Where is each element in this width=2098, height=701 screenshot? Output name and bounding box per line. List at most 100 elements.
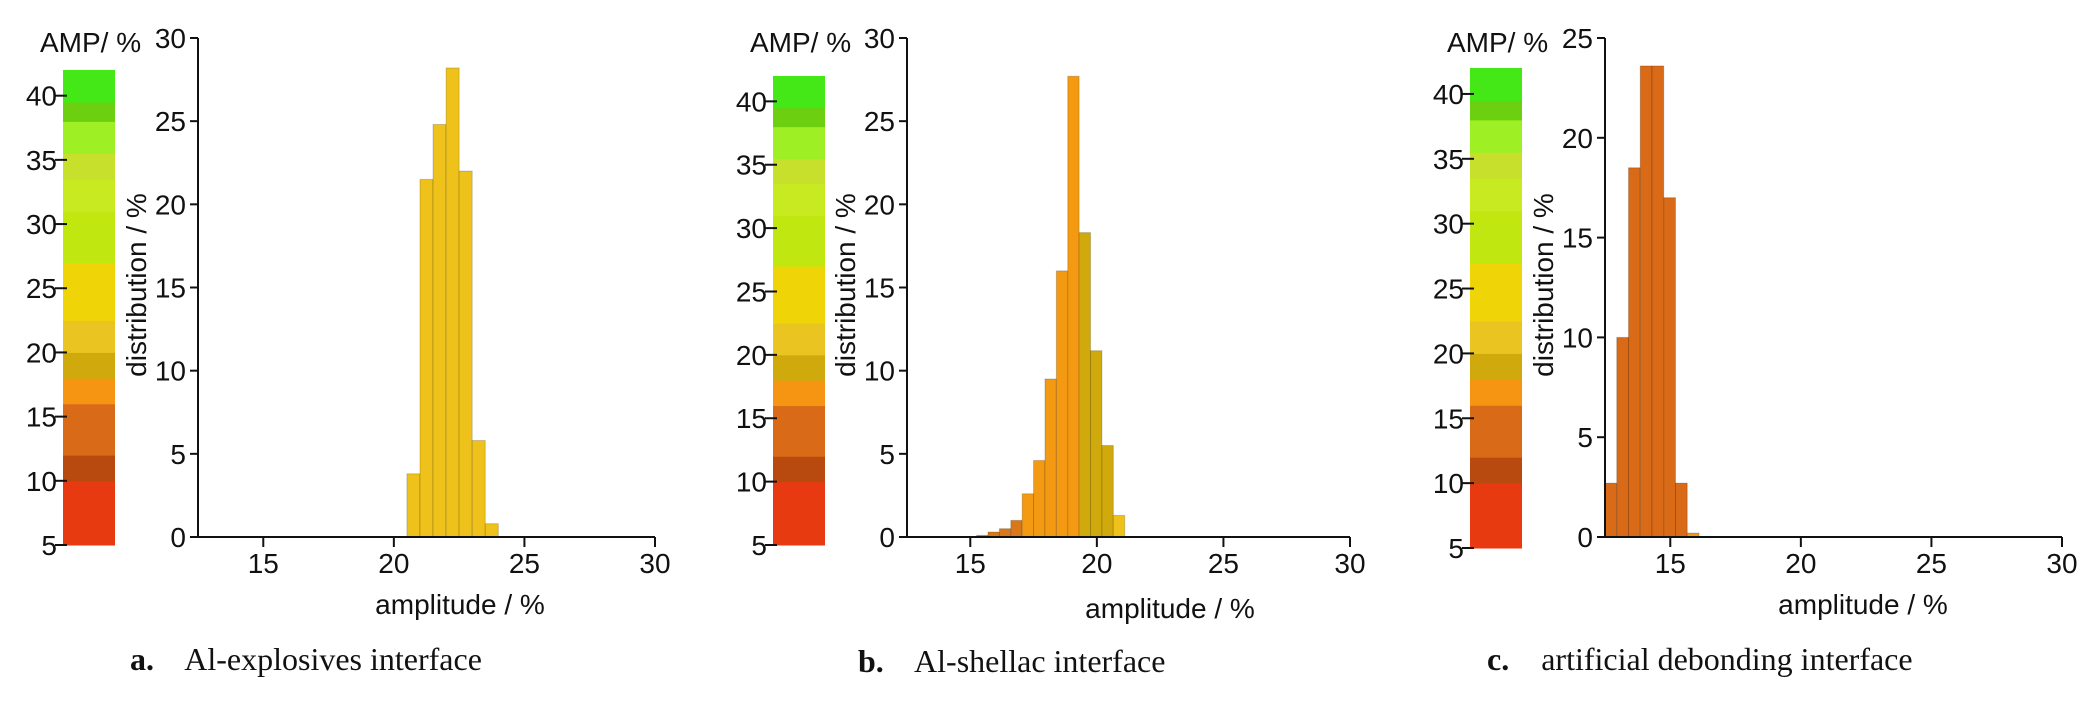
histogram-bar xyxy=(1604,482,1618,538)
colorbar-title: AMP/ % xyxy=(1447,27,1548,58)
y-tick-label: 20 xyxy=(1562,123,1593,154)
colorbar-band xyxy=(63,480,115,546)
colorbar-tick-label: 25 xyxy=(736,276,767,307)
colorbar-ticks: 40 35 30 25 20 15 10 5 xyxy=(1433,79,1474,564)
colorbar-band xyxy=(63,153,115,180)
x-axis-label: amplitude / % xyxy=(1778,589,1948,620)
y-tick-label: 15 xyxy=(864,273,895,304)
x-tick-label: 20 xyxy=(1081,548,1112,579)
colorbar-tick-label: 35 xyxy=(1433,144,1464,175)
x-tick-label: 20 xyxy=(378,548,409,579)
histogram-bar xyxy=(1101,445,1114,538)
histogram-bars xyxy=(1604,65,1700,538)
histogram-bar xyxy=(1055,270,1069,538)
x-tick-label: 15 xyxy=(248,548,279,579)
histogram-bar xyxy=(1663,197,1677,538)
y-tick-label: 5 xyxy=(1577,422,1593,453)
y-tick-label: 30 xyxy=(864,23,895,54)
caption-text: Al-shellac interface xyxy=(914,643,1165,679)
colorbar-tick-label: 5 xyxy=(41,530,57,561)
colorbar-tick-label: 30 xyxy=(736,213,767,244)
colorbar-band xyxy=(63,211,115,264)
colorbar-band xyxy=(1470,210,1522,264)
y-axis-label: distribution / % xyxy=(121,193,152,377)
y-tick-label: 0 xyxy=(170,522,186,553)
histogram-bar xyxy=(484,523,499,538)
y-tick-label: 20 xyxy=(864,189,895,220)
x-tick-label: 30 xyxy=(2046,548,2077,579)
x-axis-label: amplitude / % xyxy=(1085,593,1255,624)
colorbar-tick-label: 30 xyxy=(26,209,57,240)
x-tick-label: 15 xyxy=(955,548,986,579)
panel-a: AMP/ % 40 35 30 25 20 15 10 5 0 5 10 15 20 25 30 15 20… xyxy=(26,23,671,677)
colorbar-band xyxy=(773,183,825,216)
histogram-bar xyxy=(1651,65,1665,538)
colorbar-tick-label: 10 xyxy=(1433,468,1464,499)
colorbar-band xyxy=(773,354,825,381)
colorbar-band xyxy=(1470,457,1522,484)
colorbar-tick-label: 40 xyxy=(736,86,767,117)
y-tick-label: 25 xyxy=(864,106,895,137)
colorbar-band xyxy=(1470,68,1522,101)
x-tick-labels: 15 20 25 30 xyxy=(248,537,671,579)
histogram-bar xyxy=(1044,378,1057,538)
x-tick-labels: 15 20 25 30 xyxy=(1655,537,2078,579)
colorbar-tick-label: 30 xyxy=(1433,209,1464,240)
y-tick-labels: 0 5 10 15 20 25 30 xyxy=(155,23,198,553)
colorbar-band xyxy=(773,380,825,407)
caption-text: artificial debonding interface xyxy=(1541,641,1912,677)
histogram-bar xyxy=(1616,336,1630,538)
colorbar-band xyxy=(63,378,115,405)
y-tick-label: 5 xyxy=(879,439,895,470)
x-axis-label: amplitude / % xyxy=(375,589,545,620)
histogram-bar xyxy=(1078,232,1092,538)
histogram-bar xyxy=(406,473,421,538)
colorbar-band xyxy=(773,405,825,457)
colorbar-ticks: 40 35 30 25 20 15 10 5 xyxy=(736,86,777,561)
histogram-bar xyxy=(1628,167,1641,538)
colorbar-band xyxy=(1470,178,1522,212)
axes xyxy=(906,38,1350,538)
colorbar-band xyxy=(773,323,825,356)
y-tick-label: 0 xyxy=(1577,522,1593,553)
colorbar-band xyxy=(773,266,825,324)
colorbar-band xyxy=(1470,379,1522,406)
colorbar-tick-label: 10 xyxy=(736,467,767,498)
panel-c: AMP/ % 40 35 30 25 20 15 10 5 0 5 10 15 20 25 15 20 25… xyxy=(1433,23,2078,677)
caption-text: Al-explosives interface xyxy=(184,641,482,677)
histogram-bar xyxy=(458,170,473,538)
colorbar-tick-label: 5 xyxy=(1448,533,1464,564)
y-tick-labels: 0 5 10 15 20 25 30 xyxy=(864,23,907,553)
colorbar-band xyxy=(1470,100,1522,121)
colorbar-tick-label: 25 xyxy=(26,273,57,304)
colorbar-band xyxy=(63,179,115,212)
colorbar-band xyxy=(773,456,825,483)
x-tick-label: 25 xyxy=(1916,548,1947,579)
histogram-bar xyxy=(1033,459,1046,538)
colorbar-band xyxy=(1470,119,1522,153)
colorbar xyxy=(1470,68,1522,549)
colorbar-band xyxy=(1470,152,1522,179)
colorbar-band xyxy=(773,215,825,267)
colorbar-tick-label: 5 xyxy=(751,530,767,561)
y-tick-label: 20 xyxy=(155,189,186,220)
y-tick-label: 25 xyxy=(1562,23,1593,54)
colorbar-tick-label: 20 xyxy=(26,337,57,368)
histogram-bar xyxy=(432,123,447,538)
colorbar-band xyxy=(773,481,825,546)
y-tick-label: 15 xyxy=(1562,223,1593,254)
caption: c. artificial debonding interface xyxy=(1487,641,1913,677)
y-tick-label: 5 xyxy=(170,439,186,470)
colorbar-band xyxy=(773,107,825,128)
x-tick-label: 25 xyxy=(509,548,540,579)
colorbar-band xyxy=(63,403,115,456)
colorbar-tick-label: 15 xyxy=(26,402,57,433)
colorbar-band xyxy=(63,70,115,103)
axes xyxy=(1604,38,2062,538)
colorbar-band xyxy=(1470,320,1522,354)
histogram-bar xyxy=(1010,519,1023,538)
colorbar-band xyxy=(63,262,115,321)
colorbar-band xyxy=(63,455,115,482)
caption: b. Al-shellac interface xyxy=(858,643,1165,679)
